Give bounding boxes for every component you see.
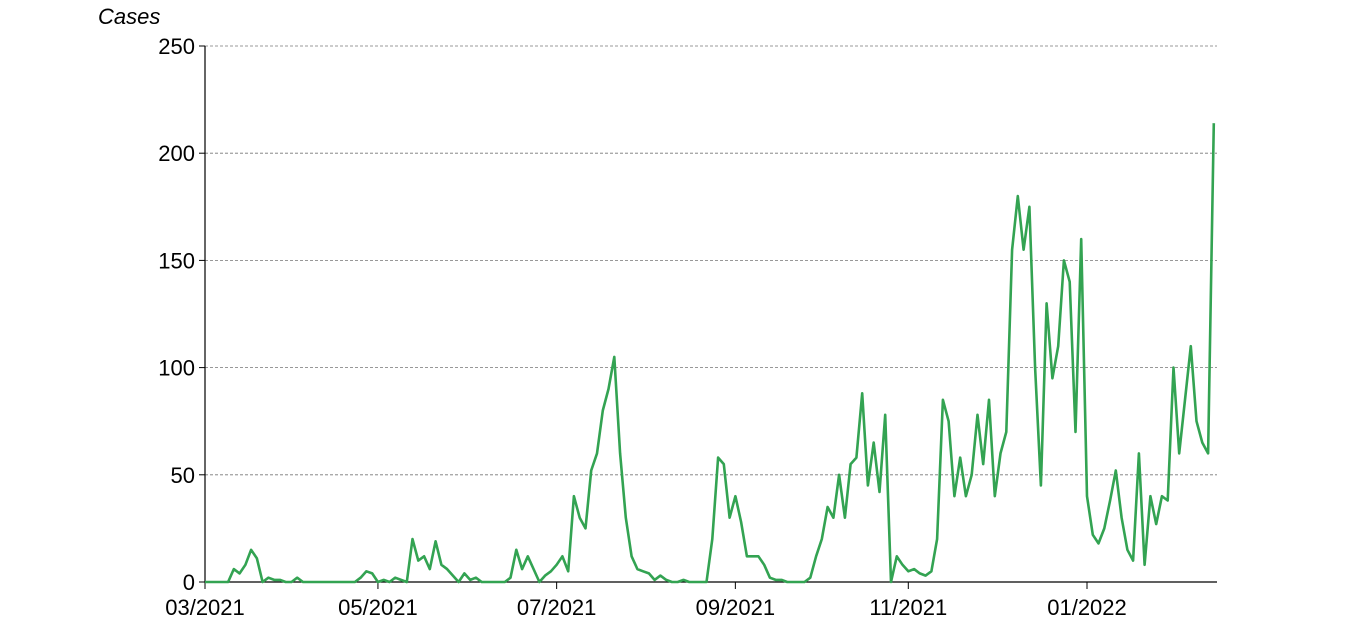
x-tick-label: 05/2021 (338, 595, 418, 620)
y-tick-label: 150 (158, 248, 195, 273)
y-tick-label: 100 (158, 356, 195, 381)
x-tick-label: 11/2021 (869, 595, 947, 620)
y-axis-label: Cases (98, 4, 160, 29)
x-tick-label: 09/2021 (696, 595, 776, 620)
series-line (205, 123, 1216, 584)
y-tick-label: 50 (171, 463, 195, 488)
x-tick-label: 03/2021 (165, 595, 245, 620)
y-tick-label: 200 (158, 141, 195, 166)
x-tick-label: 07/2021 (517, 595, 597, 620)
x-tick-label: 01/2022 (1047, 595, 1127, 620)
y-tick-label: 0 (183, 570, 195, 595)
y-tick-label: 250 (158, 34, 195, 59)
